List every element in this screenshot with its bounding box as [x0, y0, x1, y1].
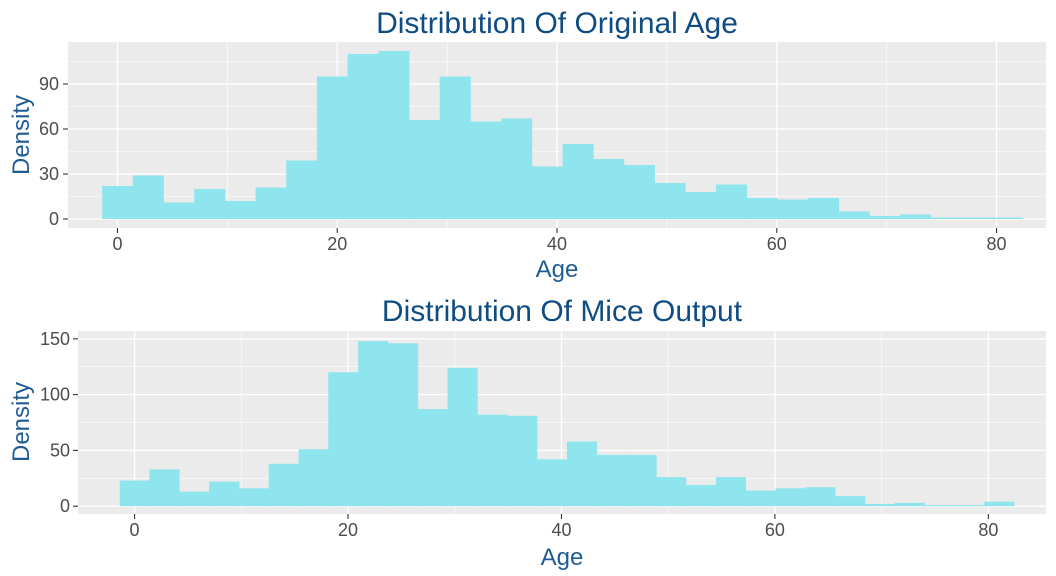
histogram-bar [179, 491, 210, 507]
y-tick-label: 150 [40, 329, 70, 349]
x-tick-label: 60 [767, 234, 787, 254]
x-tick-label: 20 [338, 520, 358, 540]
histogram-bar [298, 449, 329, 507]
histogram-bar [149, 469, 180, 507]
y-axis-title: Density [8, 382, 35, 462]
histogram-bar [439, 76, 471, 219]
histogram-bar [715, 477, 747, 507]
y-tick-label: 30 [39, 164, 59, 184]
histogram-bar [654, 183, 686, 219]
histogram-bar [838, 211, 870, 219]
x-axis-title: Age [541, 544, 584, 571]
histogram-bar [378, 51, 410, 219]
chart-title: Distribution Of Original Age [376, 7, 738, 40]
histogram-bar [869, 216, 901, 219]
y-axis-title: Density [8, 95, 35, 175]
histogram-bar [163, 202, 195, 219]
histogram-bar [992, 217, 1024, 219]
y-tick-label: 0 [60, 496, 70, 516]
histogram-bar [984, 501, 1015, 507]
y-tick-label: 0 [49, 209, 59, 229]
histogram-bar [255, 187, 287, 219]
x-tick-label: 40 [547, 234, 567, 254]
histogram-bar [777, 199, 809, 219]
histogram-bar [930, 217, 962, 219]
histogram-bar [470, 121, 502, 219]
x-tick-label: 80 [978, 520, 998, 540]
histogram-bar [358, 341, 389, 507]
histogram-bars [119, 341, 1015, 507]
x-axis-title: Age [536, 256, 579, 283]
y-tick-label: 100 [40, 385, 70, 405]
histogram-bar [409, 120, 441, 219]
histogram-bar [954, 505, 985, 507]
histogram-bar [775, 488, 806, 507]
histogram-bar [686, 484, 717, 507]
x-tick-label: 0 [130, 520, 140, 540]
histogram-bar [347, 54, 379, 219]
y-tick-label: 50 [50, 440, 70, 460]
histogram-bar [316, 76, 349, 219]
y-tick-label: 90 [39, 74, 59, 94]
histogram-bar [119, 480, 150, 507]
histogram-bar [745, 490, 776, 507]
histogram-bar [805, 487, 836, 507]
histogram-bar [209, 481, 240, 507]
histogram-bar [536, 459, 568, 507]
histogram-bar [626, 454, 657, 507]
histogram-bar [286, 160, 318, 219]
histogram-bars [102, 51, 1024, 219]
x-tick-label: 80 [987, 234, 1007, 254]
histogram-bar [685, 192, 717, 219]
histogram-bar [656, 477, 687, 507]
x-tick-label: 60 [765, 520, 785, 540]
x-tick-label: 40 [551, 520, 571, 540]
histogram-bar [864, 503, 896, 507]
chart-2: 0 20 40 60 80 0 50 100 150 Distribution Of Mice O… [8, 295, 1046, 571]
chart-title: Distribution Of Mice Output [382, 295, 743, 328]
histogram-bar [566, 441, 598, 507]
histogram-bar [194, 189, 226, 219]
histogram-bar [447, 367, 478, 507]
histogram-bar [477, 414, 508, 507]
histogram-bar [531, 166, 563, 219]
histogram-bar [961, 217, 993, 219]
histogram-bar [596, 454, 627, 507]
histogram-bar [593, 159, 625, 219]
x-tick-label: 20 [327, 234, 347, 254]
histogram-bar [387, 343, 419, 507]
histogram-bar [224, 201, 256, 219]
histogram-bar [238, 488, 270, 507]
histogram-bar [501, 118, 533, 219]
histogram-bar [835, 496, 866, 507]
histogram-bar [924, 505, 955, 507]
histogram-bar [507, 415, 538, 507]
histogram-bar [623, 165, 655, 219]
histogram-bar [102, 186, 134, 219]
histogram-bar [808, 198, 840, 219]
histogram-bar [900, 214, 932, 219]
histogram-bar [132, 175, 164, 219]
histogram-bar [894, 502, 925, 507]
x-tick-label: 0 [112, 234, 122, 254]
histogram-bar [746, 198, 778, 219]
histogram-bar [715, 184, 748, 219]
histogram-bar [562, 144, 594, 219]
chart-1: 0 20 40 60 80 0 30 60 90 Distribution Of Original… [8, 7, 1046, 283]
histogram-bar [417, 409, 448, 507]
histogram-bar [268, 463, 299, 507]
y-tick-label: 60 [39, 119, 59, 139]
histogram-bar [328, 372, 359, 507]
